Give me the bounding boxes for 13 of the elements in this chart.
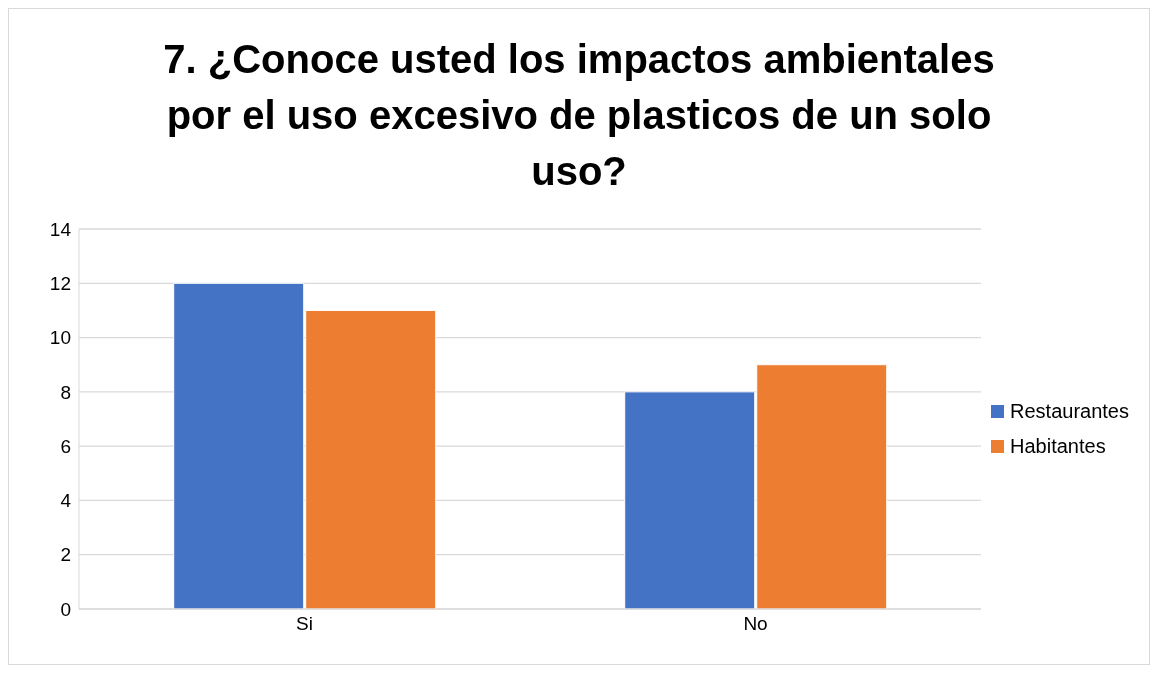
y-tick-label: 0 — [60, 598, 71, 620]
x-tick-label: No — [743, 613, 768, 635]
chart-title: 7. ¿Conoce usted los impactos ambientales por el uso excesivo de plasticos de un solo uso? — [162, 36, 996, 195]
x-tick-label: Si — [296, 613, 313, 635]
legend-label: Restaurantes — [1010, 400, 1129, 423]
y-tick-label: 14 — [49, 218, 72, 240]
y-tick-label: 2 — [60, 544, 71, 566]
legend-label: Habitantes — [1010, 435, 1106, 458]
y-tick-label: 4 — [60, 490, 72, 512]
y-tick-label: 6 — [60, 435, 71, 457]
y-tick-label: 12 — [49, 273, 71, 295]
y-tick-label: 10 — [49, 327, 71, 349]
y-tick-label: 8 — [60, 381, 71, 403]
